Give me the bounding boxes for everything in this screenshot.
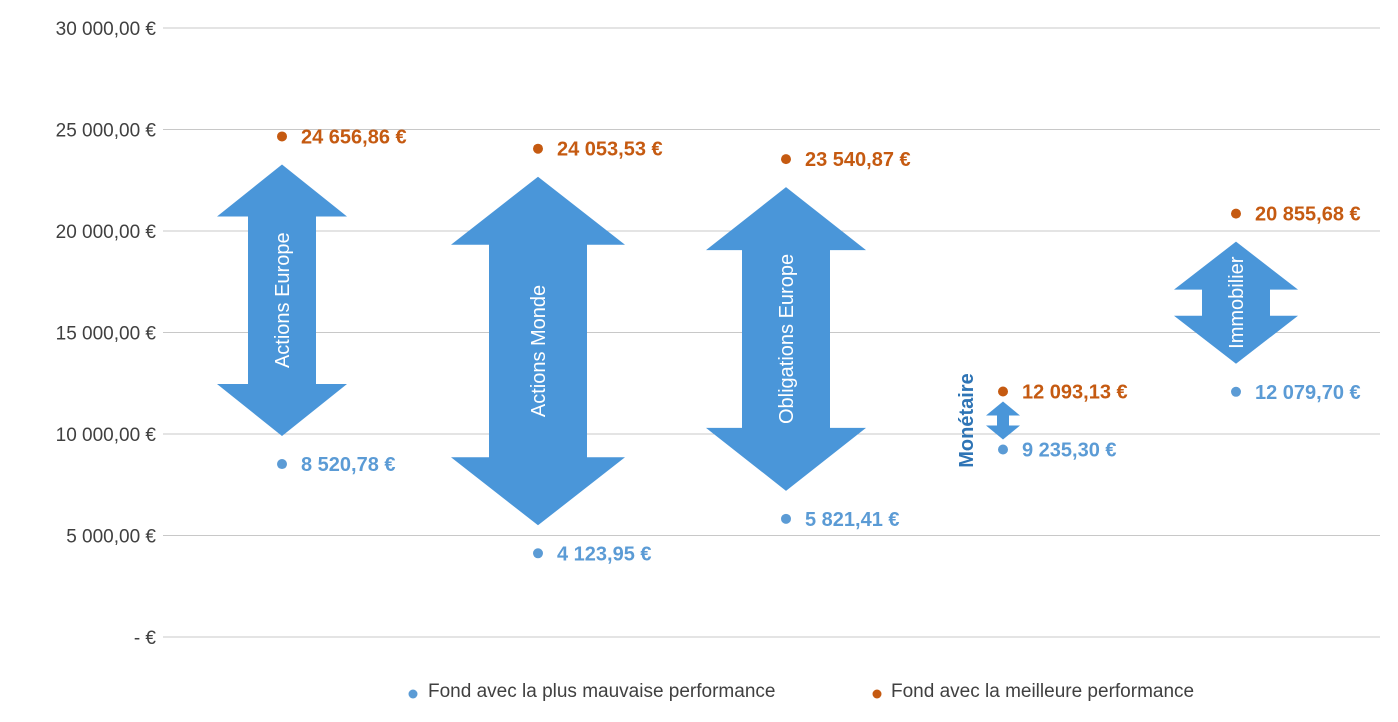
range-arrow-1 xyxy=(451,176,625,526)
legend-label-1: Fond avec la meilleure performance xyxy=(891,681,1194,702)
y-tick-label-3: 15 000,00 € xyxy=(56,324,157,345)
data-label-s0-0: 8 520,78 € xyxy=(301,454,396,476)
category-label-2: Obligations Europe xyxy=(776,254,798,424)
y-tick-label-0: - € xyxy=(134,628,157,649)
data-points xyxy=(277,131,1241,559)
point-s0-0 xyxy=(277,459,287,470)
data-label-s0-1: 4 123,95 € xyxy=(557,543,652,565)
category-label-0: Actions Europe xyxy=(272,232,294,368)
point-s1-1 xyxy=(533,143,543,154)
range-arrow-2 xyxy=(706,187,866,491)
point-s0-3 xyxy=(998,444,1008,455)
data-label-s1-0: 24 656,86 € xyxy=(301,126,407,148)
data-label-s1-4: 20 855,68 € xyxy=(1255,204,1361,226)
legend-label-0: Fond avec la plus mauvaise performance xyxy=(428,681,775,702)
y-tick-label-2: 10 000,00 € xyxy=(56,425,157,446)
legend: Fond avec la plus mauvaise performance Fo… xyxy=(408,681,1194,702)
range-arrows: Actions Europe Actions Monde Obligations E… xyxy=(217,164,1298,526)
category-label-3: Monétaire xyxy=(956,373,978,467)
data-label-s1-1: 24 053,53 € xyxy=(557,139,663,161)
point-s1-4 xyxy=(1231,208,1241,219)
y-axis-tick-labels: - € 5 000,00 € 10 000,00 € 15 000,00 € 20 00… xyxy=(56,19,157,649)
data-label-s0-3: 9 235,30 € xyxy=(1022,440,1117,462)
range-arrow-0 xyxy=(217,164,347,437)
data-label-s0-2: 5 821,41 € xyxy=(805,509,900,531)
point-s0-1 xyxy=(533,548,543,559)
point-s0-4 xyxy=(1231,386,1241,397)
data-label-s1-3: 12 093,13 € xyxy=(1022,382,1128,404)
point-s1-3 xyxy=(998,386,1008,397)
range-arrow-3 xyxy=(986,401,1020,440)
category-label-1: Actions Monde xyxy=(528,285,550,417)
point-s0-2 xyxy=(781,513,791,524)
point-s1-0 xyxy=(277,131,287,142)
y-tick-label-5: 25 000,00 € xyxy=(56,121,157,142)
category-label-4: Immobilier xyxy=(1226,256,1248,349)
data-labels: 8 520,78 € 4 123,95 € 5 821,41 € 9 235,30 €… xyxy=(301,126,1361,565)
legend-marker-1 xyxy=(872,689,882,699)
data-label-s0-4: 12 079,70 € xyxy=(1255,382,1361,404)
legend-marker-0 xyxy=(408,689,418,699)
y-tick-label-6: 30 000,00 € xyxy=(56,19,157,40)
data-label-s1-2: 23 540,87 € xyxy=(805,149,911,171)
y-tick-label-1: 5 000,00 € xyxy=(66,527,156,548)
y-tick-label-4: 20 000,00 € xyxy=(56,222,157,243)
point-s1-2 xyxy=(781,154,791,165)
range-arrow-4 xyxy=(1174,241,1298,364)
